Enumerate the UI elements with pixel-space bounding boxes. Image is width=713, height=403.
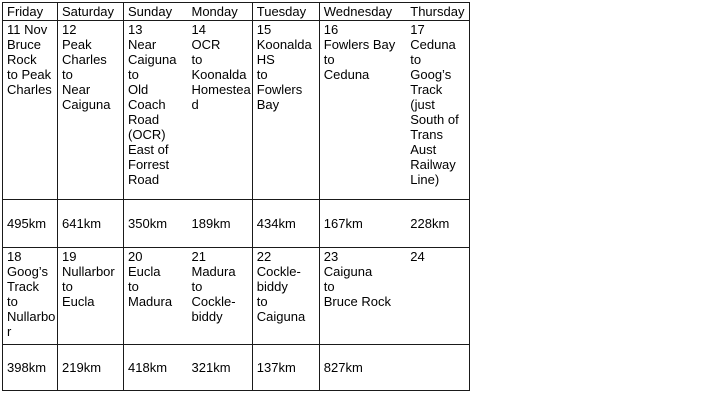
cell-week2-thursday: 24 — [406, 247, 470, 345]
cell-km1-monday: 189km — [187, 199, 253, 248]
header-monday: Monday — [187, 2, 253, 21]
header-sunday: Sunday — [123, 2, 188, 21]
header-thursday: Thursday — [406, 2, 470, 21]
cell-km1-thursday: 228km — [406, 199, 470, 248]
km2-row: 398km 219km 418km 321km 137km 827km — [2, 344, 470, 391]
cell-week2-monday: 21 Madura to Cockle- biddy — [187, 247, 253, 345]
header-saturday: Saturday — [57, 2, 124, 21]
cell-week2-tuesday: 22 Cockle- biddy to Caiguna — [251, 247, 320, 345]
cell-km2-sunday: 418km — [123, 344, 188, 391]
cell-km1-friday: 495km — [2, 199, 58, 248]
cell-week2-wednesday: 23 Caiguna to Bruce Rock — [318, 247, 407, 345]
cell-km1-wednesday: 167km — [318, 199, 407, 248]
cell-week1-saturday: 12 Peak Charles to Near Caiguna — [57, 20, 124, 200]
cell-week1-thursday: 17 Ceduna to Goog’s Track (just South of… — [406, 20, 470, 200]
cell-week1-wednesday: 16 Fowlers Bay to Ceduna — [318, 20, 407, 200]
cell-week2-friday: 18 Goog’s Track to Nullarbo r — [2, 247, 58, 345]
cell-km2-friday: 398km — [2, 344, 58, 391]
cell-km1-saturday: 641km — [57, 199, 124, 248]
cell-week1-monday: 14 OCR to Koonalda Homestea d — [187, 20, 253, 200]
cell-km1-sunday: 350km — [123, 199, 188, 248]
cell-week2-sunday: 20 Eucla to Madura — [123, 247, 188, 345]
cell-km2-saturday: 219km — [57, 344, 124, 391]
itinerary-table: Friday Saturday Sunday Monday Tuesday We… — [2, 2, 470, 391]
cell-week1-tuesday: 15 Koonalda HS to Fowlers Bay — [251, 20, 320, 200]
week1-row: 11 Nov Bruce Rock to Peak Charles 12 Pea… — [2, 20, 470, 200]
cell-week1-sunday: 13 Near Caiguna to Old Coach Road (OCR) … — [123, 20, 188, 200]
week2-row: 18 Goog’s Track to Nullarbo r 19 Nullarb… — [2, 247, 470, 345]
km1-row: 495km 641km 350km 189km 434km 167km 228k… — [2, 199, 470, 248]
header-tuesday: Tuesday — [251, 2, 320, 21]
cell-km1-tuesday: 434km — [251, 199, 320, 248]
header-wednesday: Wednesday — [318, 2, 407, 21]
header-friday: Friday — [2, 2, 58, 21]
header-row: Friday Saturday Sunday Monday Tuesday We… — [2, 2, 470, 21]
cell-km2-monday: 321km — [187, 344, 253, 391]
cell-km2-thursday — [406, 344, 470, 391]
cell-km2-wednesday: 827km — [318, 344, 407, 391]
cell-week2-saturday: 19 Nullarbor to Eucla — [57, 247, 124, 345]
cell-km2-tuesday: 137km — [251, 344, 320, 391]
cell-week1-friday: 11 Nov Bruce Rock to Peak Charles — [2, 20, 58, 200]
